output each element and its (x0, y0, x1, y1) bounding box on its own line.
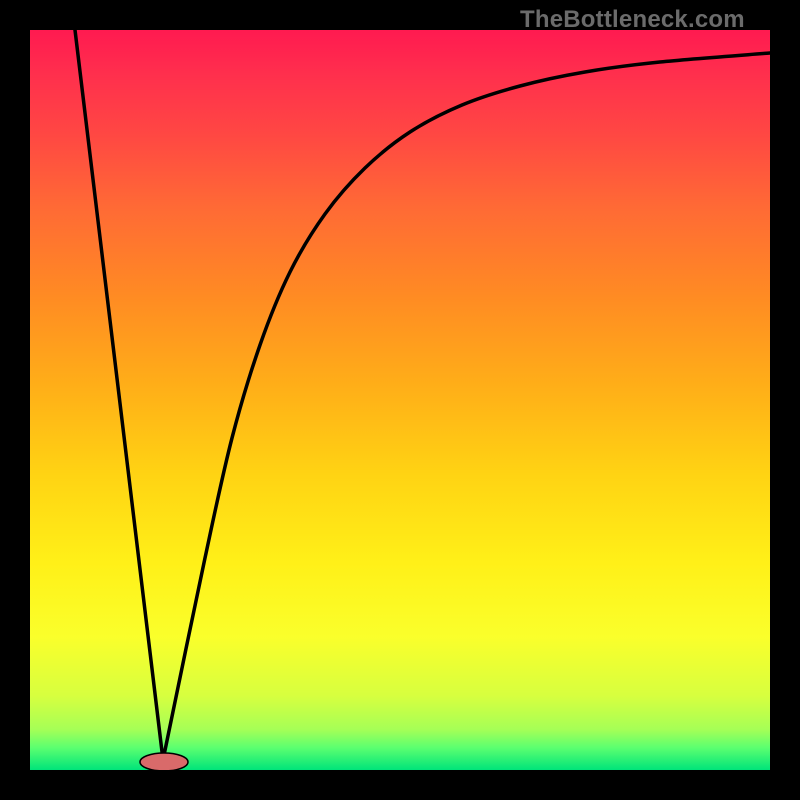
watermark-text: TheBottleneck.com (520, 6, 745, 34)
plot-background (30, 30, 770, 770)
bottleneck-chart: TheBottleneck.com (0, 0, 800, 800)
chart-svg (0, 0, 800, 800)
optimal-marker (140, 753, 188, 771)
